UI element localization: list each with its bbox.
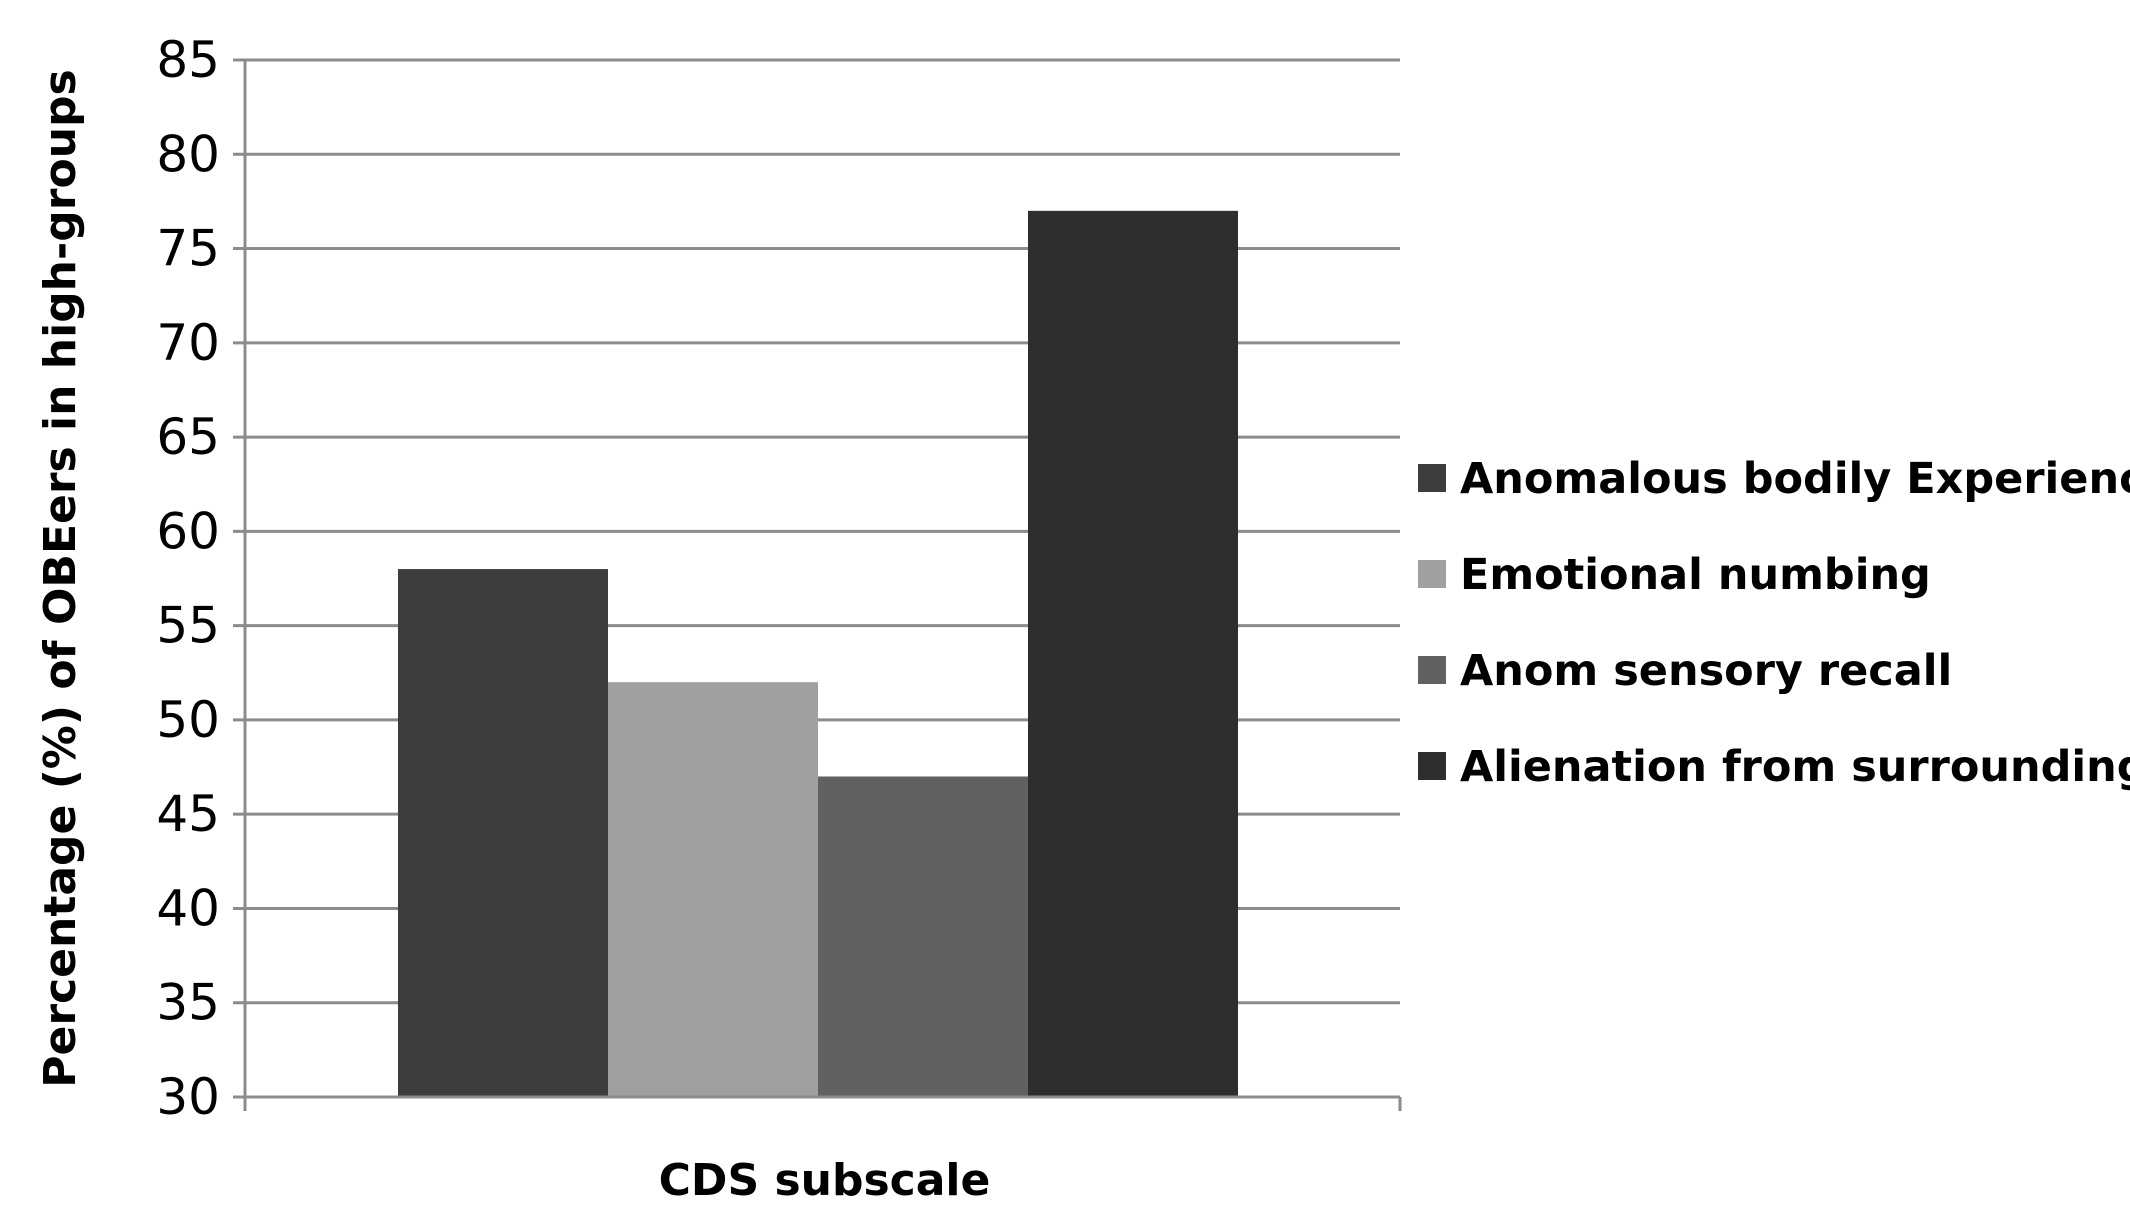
bar [398,569,608,1097]
y-tick-label: 40 [156,879,220,937]
y-tick-label: 65 [156,408,220,466]
y-tick-label: 30 [156,1068,220,1126]
y-tick-label: 85 [156,31,220,89]
bar [608,682,818,1097]
bar [1028,210,1238,1097]
legend-swatch [1418,752,1446,780]
y-tick-labels: 30 35 40 45 50 55 60 65 70 75 80 85 [156,31,220,1126]
legend: Anomalous bodily Experience Emotional num… [1418,454,2130,792]
y-tick-label: 55 [156,597,220,655]
legend-label: Alienation from surroundings [1460,742,2130,792]
x-axis-title: CDS subscale [659,1155,991,1206]
y-tick-label: 35 [156,974,220,1032]
legend-swatch [1418,464,1446,492]
y-tick-label: 45 [156,785,220,843]
y-tick-label: 80 [156,125,220,183]
y-tick-label: 70 [156,314,220,372]
y-tick-label: 75 [156,220,220,278]
legend-label: Anom sensory recall [1460,646,1952,696]
y-axis-title: Percentage (%) of OBEers in high-groups [35,69,86,1087]
bars [398,210,1238,1097]
axes [243,60,1402,1111]
legend-swatch [1418,560,1446,588]
legend-label: Emotional numbing [1460,550,1931,600]
y-tick-label: 60 [156,502,220,560]
legend-label: Anomalous bodily Experience [1460,454,2130,504]
y-tick-label: 50 [156,691,220,749]
bar [818,776,1028,1097]
legend-swatch [1418,656,1446,684]
